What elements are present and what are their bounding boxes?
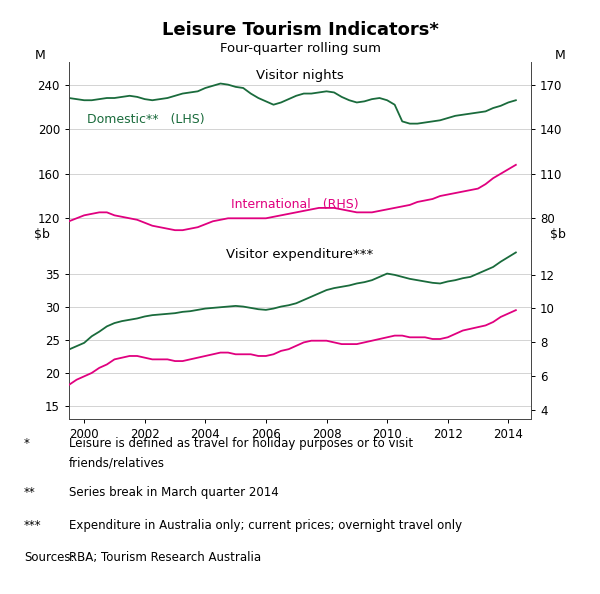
Text: *: *: [24, 437, 30, 450]
Text: International   (RHS): International (RHS): [230, 198, 358, 211]
Text: Sources:: Sources:: [24, 551, 74, 564]
Text: Series break in March quarter 2014: Series break in March quarter 2014: [69, 486, 279, 499]
Text: Four-quarter rolling sum: Four-quarter rolling sum: [220, 42, 380, 55]
Text: ***: ***: [24, 519, 41, 532]
Text: M: M: [34, 49, 45, 62]
Text: Visitor nights: Visitor nights: [256, 69, 344, 83]
Text: Expenditure in Australia only; current prices; overnight travel only: Expenditure in Australia only; current p…: [69, 519, 462, 532]
Text: $b: $b: [34, 228, 50, 241]
Text: $b: $b: [550, 228, 566, 241]
Text: M: M: [555, 49, 566, 62]
Text: friends/relatives: friends/relatives: [69, 456, 165, 469]
Text: RBA; Tourism Research Australia: RBA; Tourism Research Australia: [69, 551, 261, 564]
Text: Leisure is defined as travel for holiday purposes or to visit: Leisure is defined as travel for holiday…: [69, 437, 413, 450]
Text: Leisure Tourism Indicators*: Leisure Tourism Indicators*: [161, 21, 439, 39]
Text: Domestic**   (LHS): Domestic** (LHS): [88, 113, 205, 126]
Text: **: **: [24, 486, 36, 499]
Text: Visitor expenditure***: Visitor expenditure***: [226, 248, 374, 261]
